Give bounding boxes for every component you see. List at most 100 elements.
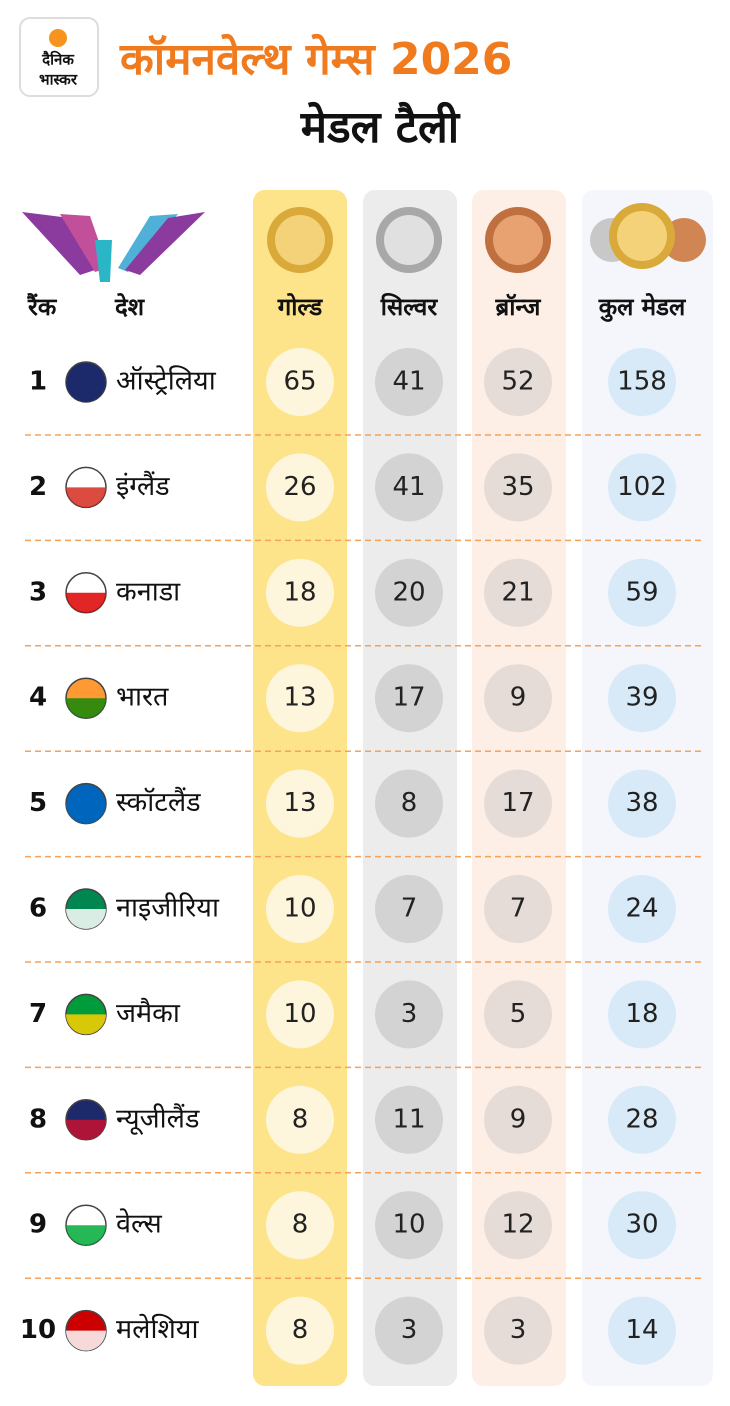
flag: [65, 1204, 107, 1246]
value-circle: [375, 1191, 443, 1260]
rank: 8: [29, 1104, 47, 1134]
value-circle: [266, 1191, 334, 1260]
value-circle: [266, 875, 334, 943]
medal-count: 158: [617, 367, 667, 397]
medal-count: 3: [510, 1315, 527, 1345]
medal-count: 13: [283, 788, 316, 818]
medal-count: 38: [625, 788, 658, 818]
value-circle: [375, 875, 443, 943]
silver-medal-icon: [376, 207, 442, 273]
bronze-medal-icon: [485, 207, 551, 273]
value-circle: [266, 348, 334, 416]
value-circle: [375, 1085, 443, 1154]
country: न्यूजीलैंड: [116, 1102, 200, 1135]
medal-count: 5: [510, 999, 527, 1029]
rank: 6: [29, 894, 47, 924]
country: इंग्लैंड: [116, 470, 170, 502]
column-header: रैंक: [27, 293, 58, 321]
flag: [65, 993, 107, 1036]
flag-detail: [66, 1119, 106, 1140]
value-circle: [484, 1085, 552, 1154]
medal-count: 41: [392, 472, 425, 502]
country: जमैका: [116, 997, 181, 1029]
country: मलेशिया: [116, 1313, 199, 1345]
value-circle: [484, 980, 552, 1049]
medal-count: 10: [283, 999, 316, 1029]
medal-count: 26: [283, 472, 316, 502]
medal-count: 59: [625, 577, 658, 607]
rank: 7: [29, 999, 47, 1029]
value-circle: [608, 453, 676, 522]
value-circle: [266, 664, 334, 733]
medal-count: 7: [401, 894, 418, 924]
flag-detail: [66, 1330, 106, 1351]
value-circle: [608, 769, 676, 838]
medal-count: 9: [510, 1104, 527, 1134]
value-circle: [608, 664, 676, 733]
flag: [65, 1309, 107, 1352]
rank: 5: [29, 788, 47, 818]
medal-count: 24: [625, 894, 658, 924]
value-circle: [484, 1191, 552, 1260]
value-circle: [266, 453, 334, 522]
flag: [65, 361, 107, 403]
value-circle: [266, 769, 334, 838]
flag: [65, 782, 107, 825]
flag: [65, 888, 107, 930]
value-circle: [266, 558, 334, 627]
flag-detail: [66, 592, 106, 613]
medal-count: 8: [401, 788, 418, 818]
flag-detail: [66, 487, 106, 508]
flag-detail: [66, 1014, 106, 1035]
column-header: ब्रॉन्ज: [495, 293, 542, 321]
medal-count: 18: [625, 999, 658, 1029]
value-circle: [484, 664, 552, 733]
flag: [65, 572, 107, 614]
gold-medal-icon: [267, 207, 333, 273]
games-logo: [22, 212, 205, 282]
medal-count: 8: [292, 1315, 309, 1345]
flag: [65, 1099, 107, 1141]
column-header: देश: [114, 293, 146, 321]
title: कॉमनवेल्थ गेम्स 2026: [119, 33, 512, 85]
column-header: कुल मेडल: [598, 293, 687, 322]
flag: [65, 677, 107, 719]
column-header: सिल्वर: [380, 293, 439, 321]
value-circle: [608, 1296, 676, 1365]
value-circle: [484, 1296, 552, 1365]
medal-count: 18: [283, 577, 316, 607]
medal-count: 9: [510, 683, 527, 713]
subtitle: मेडल टैली: [300, 101, 461, 153]
flag-detail: [66, 909, 106, 929]
medal-count: 12: [501, 1210, 534, 1240]
medal-count: 10: [283, 894, 316, 924]
value-circle: [375, 453, 443, 522]
medal-count: 3: [401, 999, 418, 1029]
medal-count: 8: [292, 1210, 309, 1240]
medal-count: 41: [392, 367, 425, 397]
value-circle: [608, 875, 676, 943]
medal-count: 13: [283, 683, 316, 713]
value-circle: [608, 558, 676, 627]
value-circle: [375, 1296, 443, 1365]
value-circle: [484, 769, 552, 838]
value-circle: [484, 453, 552, 522]
value-circle: [375, 348, 443, 416]
medal-count: 65: [283, 367, 316, 397]
medal-count: 102: [617, 472, 667, 502]
medal-count: 7: [510, 894, 527, 924]
value-circle: [484, 348, 552, 416]
value-circle: [375, 980, 443, 1049]
medal-count: 14: [625, 1315, 658, 1345]
rank: 9: [29, 1210, 47, 1240]
value-circle: [608, 1085, 676, 1154]
value-circle: [375, 558, 443, 627]
country: कनाडा: [116, 576, 181, 607]
rank: 1: [29, 367, 47, 397]
rank: 4: [29, 683, 47, 713]
value-circle: [608, 1191, 676, 1260]
flag-detail: [66, 698, 106, 719]
medal-count: 52: [501, 367, 534, 397]
value-circle: [375, 769, 443, 838]
